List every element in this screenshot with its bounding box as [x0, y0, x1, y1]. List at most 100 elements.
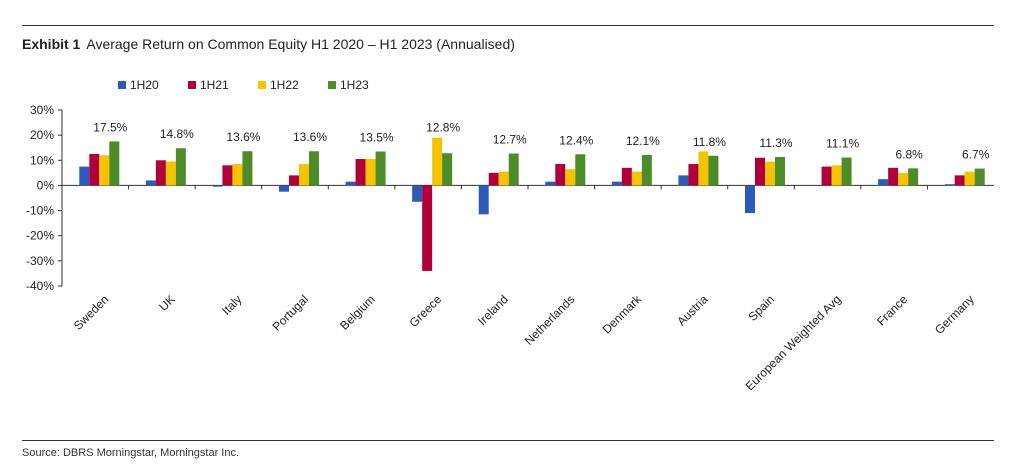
data-label: 12.8% [426, 120, 460, 134]
bar-1h21 [821, 166, 832, 186]
bottom-rule [22, 440, 994, 441]
legend-label: 1H22 [270, 78, 299, 92]
bar-1h20 [545, 181, 556, 186]
top-rule [22, 25, 994, 26]
y-tick-label: 20% [30, 128, 54, 142]
y-tick-label: -10% [26, 204, 54, 218]
source-note: Source: DBRS Morningstar, Morningstar In… [22, 447, 240, 459]
bar-1h23 [775, 157, 785, 186]
bar-1h20 [212, 185, 223, 187]
bar-1h22 [365, 159, 376, 186]
y-tick-label: 10% [30, 153, 54, 167]
y-tick-label: -20% [26, 229, 54, 243]
category-label: Spain [746, 292, 778, 324]
bar-1h22 [99, 155, 110, 186]
bar-1h20 [944, 184, 955, 186]
category-label: Germany [932, 292, 977, 337]
data-label: 11.3% [759, 136, 792, 150]
bar-1h22 [432, 137, 443, 186]
bar-1h23 [242, 151, 253, 186]
legend-swatch-1h23 [328, 81, 336, 89]
bar-1h20 [611, 181, 622, 186]
bar-1h20 [878, 179, 889, 186]
bar-1h21 [688, 164, 699, 186]
category-label: Sweden [71, 292, 112, 333]
bar-1h23 [974, 168, 985, 186]
category-label: Belgium [337, 292, 378, 333]
bar-1h22 [165, 161, 176, 186]
bar-1h22 [898, 172, 909, 186]
bar-1h23 [175, 148, 186, 186]
bar-1h20 [745, 185, 755, 214]
category-label: Denmark [600, 292, 645, 337]
data-label: 6.8% [895, 147, 923, 161]
bar-1h21 [89, 154, 100, 186]
y-tick-label: -40% [26, 279, 54, 293]
y-tick-label: 0% [37, 178, 55, 192]
bar-1h23 [309, 151, 319, 186]
bar-1h22 [631, 171, 642, 186]
bar-1h23 [442, 153, 453, 186]
bar-1h22 [232, 164, 243, 186]
category-label: Portugal [270, 292, 312, 334]
legend-swatch-1h22 [258, 81, 266, 89]
bar-1h21 [422, 185, 433, 271]
data-label: 11.1% [826, 137, 859, 151]
bar-1h21 [621, 167, 632, 186]
category-label: Austria [674, 292, 711, 329]
category-label: France [874, 292, 911, 329]
category-label: Greece [407, 292, 445, 330]
bar-1h23 [641, 155, 652, 186]
category-label: UK [156, 292, 178, 314]
bar-1h21 [289, 175, 299, 186]
bar-1h22 [498, 171, 509, 186]
data-label: 13.6% [293, 130, 327, 144]
bar-1h21 [555, 164, 566, 186]
category-label: Italy [219, 292, 244, 317]
legend-label: 1H21 [200, 78, 229, 92]
exhibit-number: Exhibit 1 [22, 36, 81, 52]
bar-1h22 [299, 164, 309, 186]
y-tick-label: 30% [30, 103, 54, 117]
data-label: 12.7% [493, 132, 527, 146]
bar-1h22 [964, 171, 975, 186]
legend-label: 1H23 [340, 78, 369, 92]
data-label: 12.4% [559, 133, 593, 147]
bar-1h20 [478, 185, 489, 215]
bar-1h23 [508, 153, 519, 186]
bar-1h23 [375, 151, 386, 186]
bar-1h20 [145, 180, 156, 186]
data-label: 17.5% [93, 120, 127, 134]
exhibit-title: Exhibit 1 Average Return on Common Equity… [22, 36, 515, 52]
y-tick-label: -30% [26, 254, 54, 268]
category-label: Netherlands [522, 292, 578, 348]
bar-1h20 [345, 181, 356, 186]
data-label: 12.1% [626, 134, 660, 148]
bar-1h21 [755, 157, 765, 186]
bar-1h20 [79, 166, 90, 186]
bar-1h23 [708, 155, 719, 186]
bar-1h21 [888, 167, 899, 186]
data-label: 6.7% [962, 148, 990, 162]
bar-1h22 [698, 151, 709, 186]
bar-1h21 [488, 172, 499, 186]
data-label: 11.8% [693, 135, 726, 149]
category-label: Ireland [475, 292, 511, 328]
data-label: 14.8% [160, 127, 194, 141]
bar-1h21 [222, 165, 233, 186]
data-label: 13.6% [226, 130, 260, 144]
bar-1h21 [355, 159, 366, 186]
bar-1h22 [831, 165, 842, 186]
bar-1h22 [565, 169, 576, 186]
bar-1h23 [575, 154, 586, 186]
legend-swatch-1h21 [188, 81, 196, 89]
bar-1h23 [841, 157, 852, 186]
bar-1h20 [412, 185, 423, 202]
bar-1h21 [954, 175, 965, 186]
bar-1h23 [908, 168, 919, 186]
bar-1h22 [765, 161, 775, 186]
legend-label: 1H20 [130, 78, 159, 92]
bar-1h20 [678, 175, 689, 186]
bar-1h23 [109, 141, 120, 186]
